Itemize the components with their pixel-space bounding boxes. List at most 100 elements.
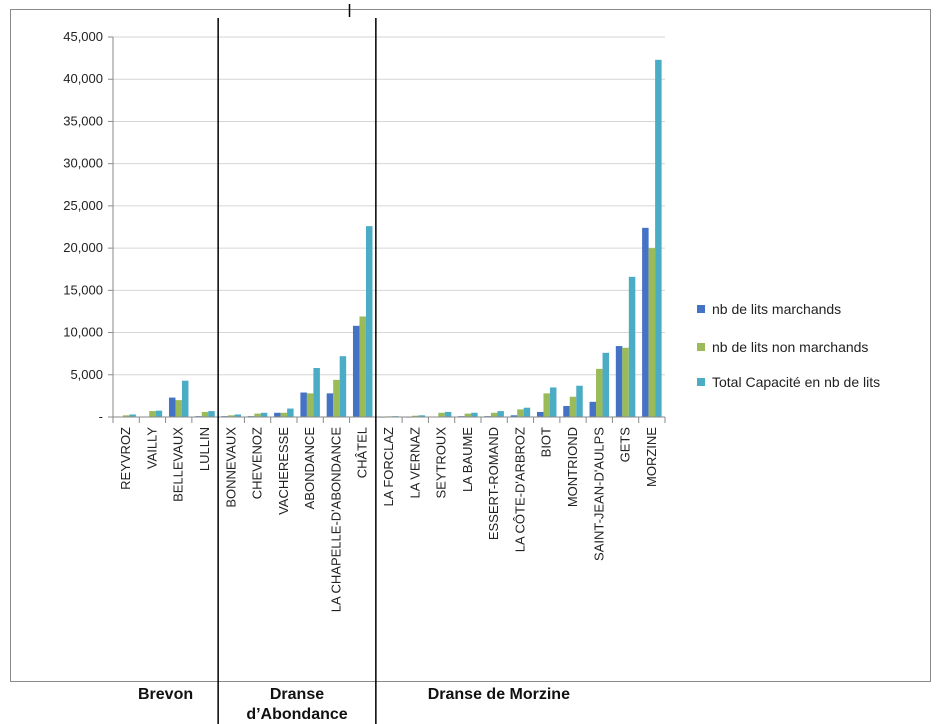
group-dividers [217, 18, 377, 724]
bar-3 [655, 59, 662, 418]
y-tick-label: 40,000 [63, 71, 103, 86]
x-tick-label: MORZINE [644, 427, 659, 487]
bar-1 [352, 325, 360, 417]
bar-2 [490, 412, 498, 417]
x-tick-label: LA BAUME [460, 427, 475, 492]
bar-1 [642, 227, 649, 417]
y-tick-label: 30,000 [63, 156, 103, 171]
group-labels: Brevon Dranse d’Abondance Dranse de Morzine [138, 686, 570, 723]
bar-2 [201, 411, 209, 417]
group-label: Brevon [138, 686, 193, 703]
bar-3 [287, 408, 294, 417]
legend-swatch [697, 343, 705, 351]
bar-2 [228, 415, 235, 417]
x-tick-label: BONNEVAUX [223, 427, 238, 508]
bar-3 [576, 385, 583, 417]
bar-1 [589, 401, 597, 417]
gridlines [113, 36, 665, 376]
x-tick-label: BELLEVAUX [171, 427, 186, 502]
x-axis: REYVROZ VAILLY BELLEVAUX LULLIN BONNEVAUX CHE… [112, 416, 666, 613]
bar-2 [333, 379, 340, 417]
bar-3 [313, 368, 320, 417]
x-tick-label: BIOT [539, 427, 554, 457]
bar-1 [510, 415, 518, 417]
bar-1 [168, 397, 176, 417]
bar-3 [523, 407, 531, 417]
bar-3 [444, 411, 452, 417]
y-tick-label: 25,000 [63, 198, 103, 213]
x-tick-label: LA VERNAZ [407, 427, 422, 499]
bar-1 [615, 346, 623, 417]
y-tick-label: 15,000 [63, 282, 103, 297]
bar-2 [280, 412, 288, 417]
bar-2 [306, 393, 314, 417]
bar-3 [628, 276, 636, 417]
x-tick-label: LULLIN [197, 427, 212, 471]
x-tick-label: LA CHAPELLE-D'ABONDANCE [328, 427, 343, 613]
bar-3 [234, 414, 242, 417]
bar-2 [569, 396, 577, 417]
legend: nb de lits marchands nb de lits non march… [697, 301, 880, 390]
bar-3 [549, 387, 557, 417]
bar-3 [129, 414, 136, 417]
bar-3 [260, 412, 268, 417]
bar-1 [300, 392, 307, 417]
bar-2 [596, 368, 603, 417]
bar-1 [536, 411, 544, 417]
bar-3 [365, 226, 373, 417]
bar-3 [155, 410, 163, 417]
legend-label: nb de lits marchands [712, 301, 841, 317]
bar-2 [149, 411, 156, 417]
legend-label: nb de lits non marchands [712, 339, 868, 355]
legend-label: Total Capacité en nb de lits [712, 374, 880, 390]
bar-1 [274, 412, 281, 417]
group-label: d’Abondance [246, 706, 347, 723]
bar-2 [412, 415, 419, 417]
y-tick-label: 20,000 [63, 240, 103, 255]
x-tick-label: ESSERT-ROMAND [486, 427, 501, 540]
x-tick-label: MONTRIOND [565, 427, 580, 507]
bar-2 [254, 413, 261, 417]
bar-3 [602, 352, 610, 417]
bar-1 [326, 393, 334, 417]
y-axis: - 5,000 10,000 15,000 20,000 25,000 30,000 35,0… [63, 29, 114, 424]
bar-3 [339, 356, 347, 417]
bar-2 [122, 415, 130, 417]
x-tick-label: GETS [618, 427, 633, 463]
bar-1 [563, 406, 570, 417]
bar-2 [464, 413, 472, 417]
group-label: Dranse [270, 686, 324, 703]
bar-3 [181, 380, 189, 417]
y-tick-label: 10,000 [63, 325, 103, 340]
bars [116, 59, 662, 418]
group-label: Dranse de Morzine [428, 686, 570, 703]
bar-3 [497, 411, 504, 417]
bar-2 [517, 409, 524, 417]
y-tick-label: 35,000 [63, 113, 103, 128]
bar-3 [418, 415, 426, 417]
bar-3 [471, 412, 478, 417]
bar-2 [622, 347, 629, 417]
x-tick-label: SEYTROUX [434, 427, 449, 499]
x-tick-label: SAINT-JEAN-D'AULPS [591, 427, 606, 561]
legend-swatch [697, 305, 705, 313]
x-tick-label: CHÂTEL [355, 427, 370, 478]
x-tick-label: LA CÔTE-D'ARBROZ [512, 427, 527, 552]
y-tick-label: - [99, 409, 103, 424]
bar-2 [543, 393, 550, 417]
y-tick-label: 45,000 [63, 29, 103, 44]
legend-swatch [697, 378, 705, 386]
x-tick-label: ABONDANCE [302, 427, 317, 510]
chart-frame [10, 9, 931, 682]
bar-2 [175, 400, 182, 417]
x-tick-label: LA FORCLAZ [381, 427, 396, 507]
bar-3 [208, 411, 215, 417]
x-tick-label: VACHERESSE [276, 427, 291, 515]
bar-2 [359, 316, 366, 417]
x-tick-label: CHEVENOZ [250, 427, 265, 499]
bar-2 [438, 412, 445, 417]
y-tick-label: 5,000 [70, 367, 103, 382]
bar-2 [648, 248, 656, 417]
x-tick-label: VAILLY [144, 427, 159, 469]
